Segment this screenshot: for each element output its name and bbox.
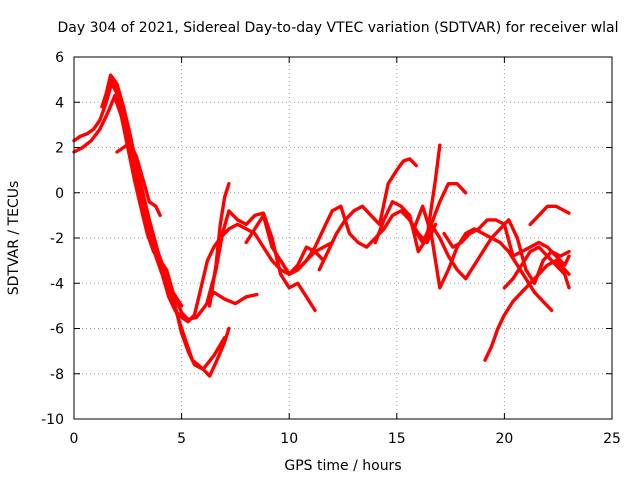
y-tick-label: -8 [50,367,64,383]
data-series-arc-7 [205,209,317,313]
data-series-arc-3 [100,73,259,322]
y-axis-label: SDTVAR / TECUs [6,181,22,296]
chart-title: Day 304 of 2021, Sidereal Day-to-day VTE… [57,20,618,36]
data-series-arc-16 [442,218,571,267]
data-series-arc-2 [72,93,227,371]
axis-ticks: 0 5 10 15 20 25 -10 -8 -6 -4 -2 0 2 4 6 [41,50,621,447]
x-axis-label: GPS time / hours [284,458,401,474]
y-tick-label: -4 [50,276,64,292]
data-series-arc-19 [528,204,571,227]
y-tick-label: -2 [50,231,64,247]
x-tick-label: 15 [388,431,406,447]
data-series-arc-6 [113,95,184,308]
x-tick-label: 20 [495,431,513,447]
x-tick-label: 10 [280,431,298,447]
data-series-arc-11 [317,157,418,272]
data-series-arc-18 [502,245,571,290]
y-tick-label: 2 [55,141,64,157]
data-series-arc-13 [403,181,468,245]
data-series-arc-8 [207,181,231,308]
x-tick-label: 0 [70,431,79,447]
data-series-arc-5 [115,141,162,218]
data-series-group [72,73,571,378]
x-tick-label: 25 [603,431,621,447]
data-series-arc-10 [278,204,438,276]
y-tick-label: 4 [55,95,64,111]
y-tick-label: 6 [55,50,64,66]
y-tick-label: -6 [50,322,64,338]
data-series-arc-15 [429,222,554,313]
grid [74,57,612,419]
y-tick-label: -10 [41,412,64,428]
data-series-arc-17 [483,258,571,362]
data-series-arc-12 [373,143,442,254]
y-tick-label: 0 [55,186,64,202]
x-tick-label: 5 [177,431,186,447]
